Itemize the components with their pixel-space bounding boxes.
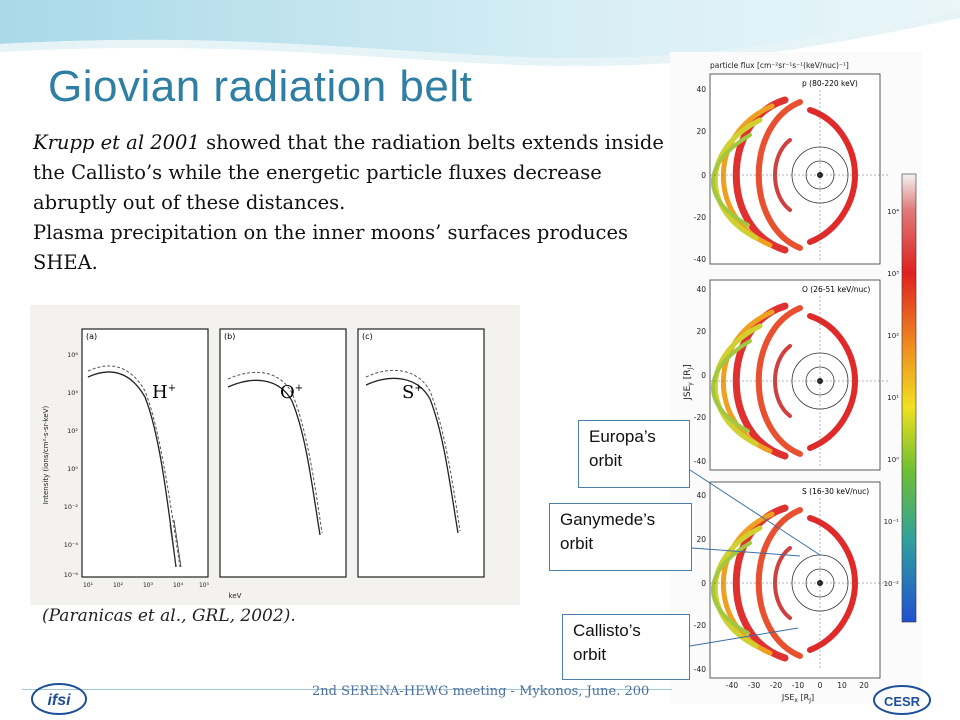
flux-colorbar [901, 173, 917, 623]
ion-label-h: H+ [152, 382, 176, 403]
flux-panel-p: p (80-220 keV) [710, 73, 890, 265]
flux-ytick: -20 [694, 213, 706, 222]
flux-ytick: -20 [694, 413, 706, 422]
xtick: 10³ [143, 582, 154, 589]
flux-panel-label: O (26-51 keV/nuc) [802, 285, 870, 294]
callout-line1: Callisto’s [573, 621, 641, 640]
spectra-ylabel: Intensity (ions/cm²-s-sr-keV) [42, 405, 50, 504]
callout-line2: orbit [560, 534, 594, 553]
ion-label-s: S+ [402, 382, 423, 403]
flux-map-svg: particle flux [cm⁻²sr⁻¹s⁻¹(keV/nuc)⁻¹] p… [683, 61, 917, 704]
colorbar-tick: 10⁰ [887, 456, 899, 464]
flux-ytick: 0 [701, 171, 706, 180]
flux-ytick: 0 [701, 579, 706, 588]
ion-charge: + [414, 383, 423, 394]
spectra-xlabel: keV [229, 592, 242, 600]
flux-ytick: 40 [696, 85, 706, 94]
reference: Krupp et al 2001 [33, 131, 200, 154]
flux-xtick: 10 [837, 681, 847, 690]
spectra-panel-a: (a) [81, 328, 209, 578]
ytick: 10⁻² [64, 503, 79, 511]
xtick: 10² [113, 582, 124, 589]
slide-title: Giovian radiation belt [48, 62, 473, 111]
panel-tag-c: (c) [362, 332, 373, 341]
spectra-figure: Intensity (ions/cm²-s-sr-keV) keV (a) (b… [30, 305, 520, 605]
ytick: 10⁻⁴ [64, 541, 79, 549]
flux-xlabel: JSEx [RJ] [781, 693, 814, 704]
flux-xtick: -30 [748, 681, 760, 690]
ion-symbol: S [402, 382, 415, 403]
colorbar-tick: 10¹ [887, 394, 899, 402]
colorbar-tick: 10² [887, 332, 899, 340]
paragraph-2: Plasma precipitation on the inner moons’… [33, 221, 628, 274]
flux-ytick: -40 [694, 457, 706, 466]
flux-ytick: -40 [694, 665, 706, 674]
ytick: 10⁶ [67, 351, 78, 359]
callout-line1: Europa’s [589, 427, 656, 446]
ytick: 10⁴ [67, 389, 78, 397]
flux-panel-s: S (16-30 keV/nuc) [710, 481, 890, 679]
colorbar-tick: 10³ [887, 270, 899, 278]
callout-ganymede: Ganymede’s orbit [549, 503, 692, 571]
flux-xtick: -20 [770, 681, 782, 690]
flux-ytick: 40 [696, 285, 706, 294]
flux-ytick: 0 [701, 371, 706, 380]
footer-divider [22, 689, 672, 690]
ifsi-logo: ifsi [31, 683, 87, 715]
flux-ytick: 20 [696, 535, 706, 544]
colorbar-tick: 10⁴ [887, 208, 899, 216]
ion-charge: + [294, 383, 304, 394]
ytick: 10² [67, 427, 78, 435]
flux-panel-o: O (26-51 keV/nuc) [710, 279, 890, 471]
callout-line2: orbit [589, 451, 623, 470]
cesr-logo: CESR [873, 685, 931, 715]
flux-xtick: -10 [792, 681, 804, 690]
callout-line2: orbit [573, 645, 607, 664]
callout-line1: Ganymede’s [560, 510, 656, 529]
spectra-svg: Intensity (ions/cm²-s-sr-keV) keV (a) (b… [42, 328, 485, 600]
flux-panel-label: S (16-30 keV/nuc) [802, 487, 869, 496]
flux-ytick: -40 [694, 255, 706, 264]
flux-ytick: -20 [694, 621, 706, 630]
spectra-panel-c: (c) [357, 328, 485, 578]
footer-text: 2nd SERENA-HEWG meeting - Mykonos, June.… [312, 684, 650, 699]
ion-charge: + [167, 383, 177, 394]
colorbar-tick: 10⁻¹ [884, 518, 900, 526]
flux-colorbar-title: particle flux [cm⁻²sr⁻¹s⁻¹(keV/nuc)⁻¹] [710, 61, 849, 70]
xtick: 10¹ [83, 582, 94, 589]
flux-ytick: 20 [696, 127, 706, 136]
flux-xtick: 20 [859, 681, 869, 690]
svg-text:ifsi: ifsi [47, 692, 71, 709]
xtick: 10⁵ [199, 582, 210, 589]
flux-map-figure: particle flux [cm⁻²sr⁻¹s⁻¹(keV/nuc)⁻¹] p… [670, 52, 922, 704]
callout-europa: Europa’s orbit [578, 420, 690, 488]
flux-xtick: 0 [818, 681, 823, 690]
spectra-panel-b: (b) [219, 328, 347, 578]
callout-callisto: Callisto’s orbit [562, 614, 690, 680]
flux-xtick: -40 [726, 681, 738, 690]
colorbar-tick: 10⁻² [884, 580, 900, 588]
ion-label-o: O+ [280, 382, 303, 403]
flux-ylabel: JSEy [RJ] [683, 364, 694, 401]
body-text: Krupp et al 2001 showed that the radiati… [33, 128, 673, 278]
flux-ytick: 40 [696, 491, 706, 500]
flux-ytick: 20 [696, 327, 706, 336]
paragraph-1-text: showed that the radiation belts extends … [33, 131, 664, 214]
paragraph-1: Krupp et al 2001 showed that the radiati… [33, 128, 673, 218]
ion-symbol: H [152, 382, 168, 403]
svg-text:CESR: CESR [884, 694, 921, 709]
ytick: 10⁻⁶ [64, 571, 79, 579]
flux-panel-label: p (80-220 keV) [802, 79, 858, 88]
ion-symbol: O [280, 382, 295, 403]
panel-tag-b: (b) [224, 332, 235, 341]
figure-caption: (Paranicas et al., GRL, 2002). [42, 606, 296, 626]
panel-tag-a: (a) [86, 332, 97, 341]
ytick: 10⁰ [67, 465, 78, 473]
xtick: 10⁴ [173, 582, 184, 589]
